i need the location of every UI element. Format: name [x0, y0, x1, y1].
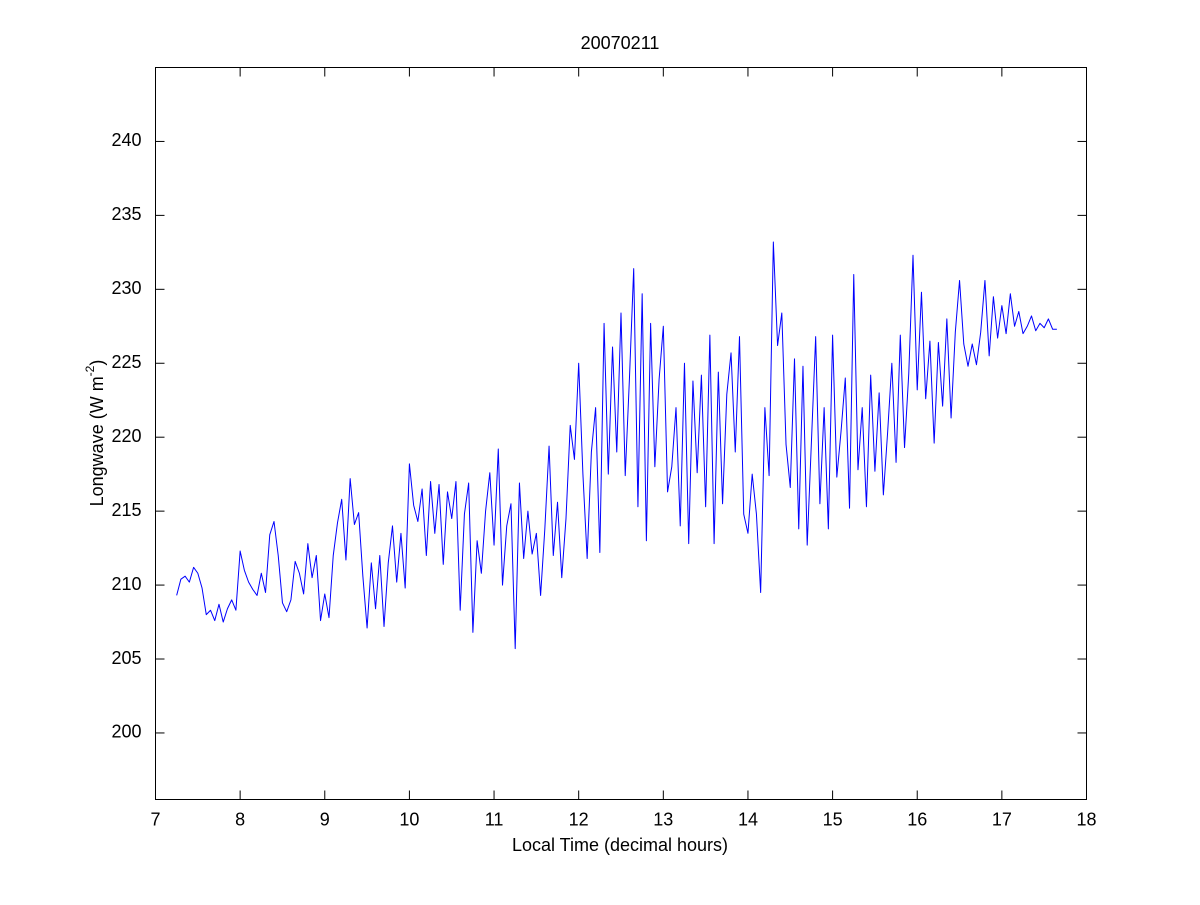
x-tick-label: 16 — [907, 809, 927, 829]
x-tick-label: 10 — [399, 809, 419, 829]
x-tick-label: 18 — [1076, 809, 1096, 829]
y-tick-label: 225 — [111, 352, 141, 372]
y-tick-label: 200 — [111, 722, 141, 742]
y-axis-label-exponent: -2 — [83, 365, 97, 376]
x-tick-label: 8 — [235, 809, 245, 829]
y-tick-label: 220 — [111, 426, 141, 446]
y-axis-label-suffix: ) — [87, 360, 107, 366]
x-tick-label: 11 — [485, 809, 504, 829]
x-tick-label: 17 — [992, 809, 1012, 829]
y-axis-label: Longwave (W m-2) — [83, 360, 107, 507]
x-tick-label: 7 — [150, 809, 160, 829]
y-tick-label: 230 — [111, 278, 141, 298]
y-tick-label: 215 — [111, 500, 141, 520]
x-tick-label: 12 — [569, 809, 589, 829]
y-tick-label: 240 — [111, 130, 141, 150]
x-tick-label: 15 — [823, 809, 843, 829]
x-tick-label: 9 — [320, 809, 330, 829]
y-tick-label: 235 — [111, 204, 141, 224]
y-tick-label: 205 — [111, 648, 141, 668]
x-tick-label: 13 — [653, 809, 673, 829]
chart-title: 20070211 — [581, 33, 660, 53]
y-axis-label-text: Longwave (W m — [87, 376, 107, 506]
plot-frame — [155, 67, 1087, 800]
data-line — [176, 241, 1057, 650]
x-tick-label: 14 — [738, 809, 758, 829]
x-axis-label: Local Time (decimal hours) — [512, 835, 728, 855]
y-tick-label: 210 — [111, 574, 141, 594]
